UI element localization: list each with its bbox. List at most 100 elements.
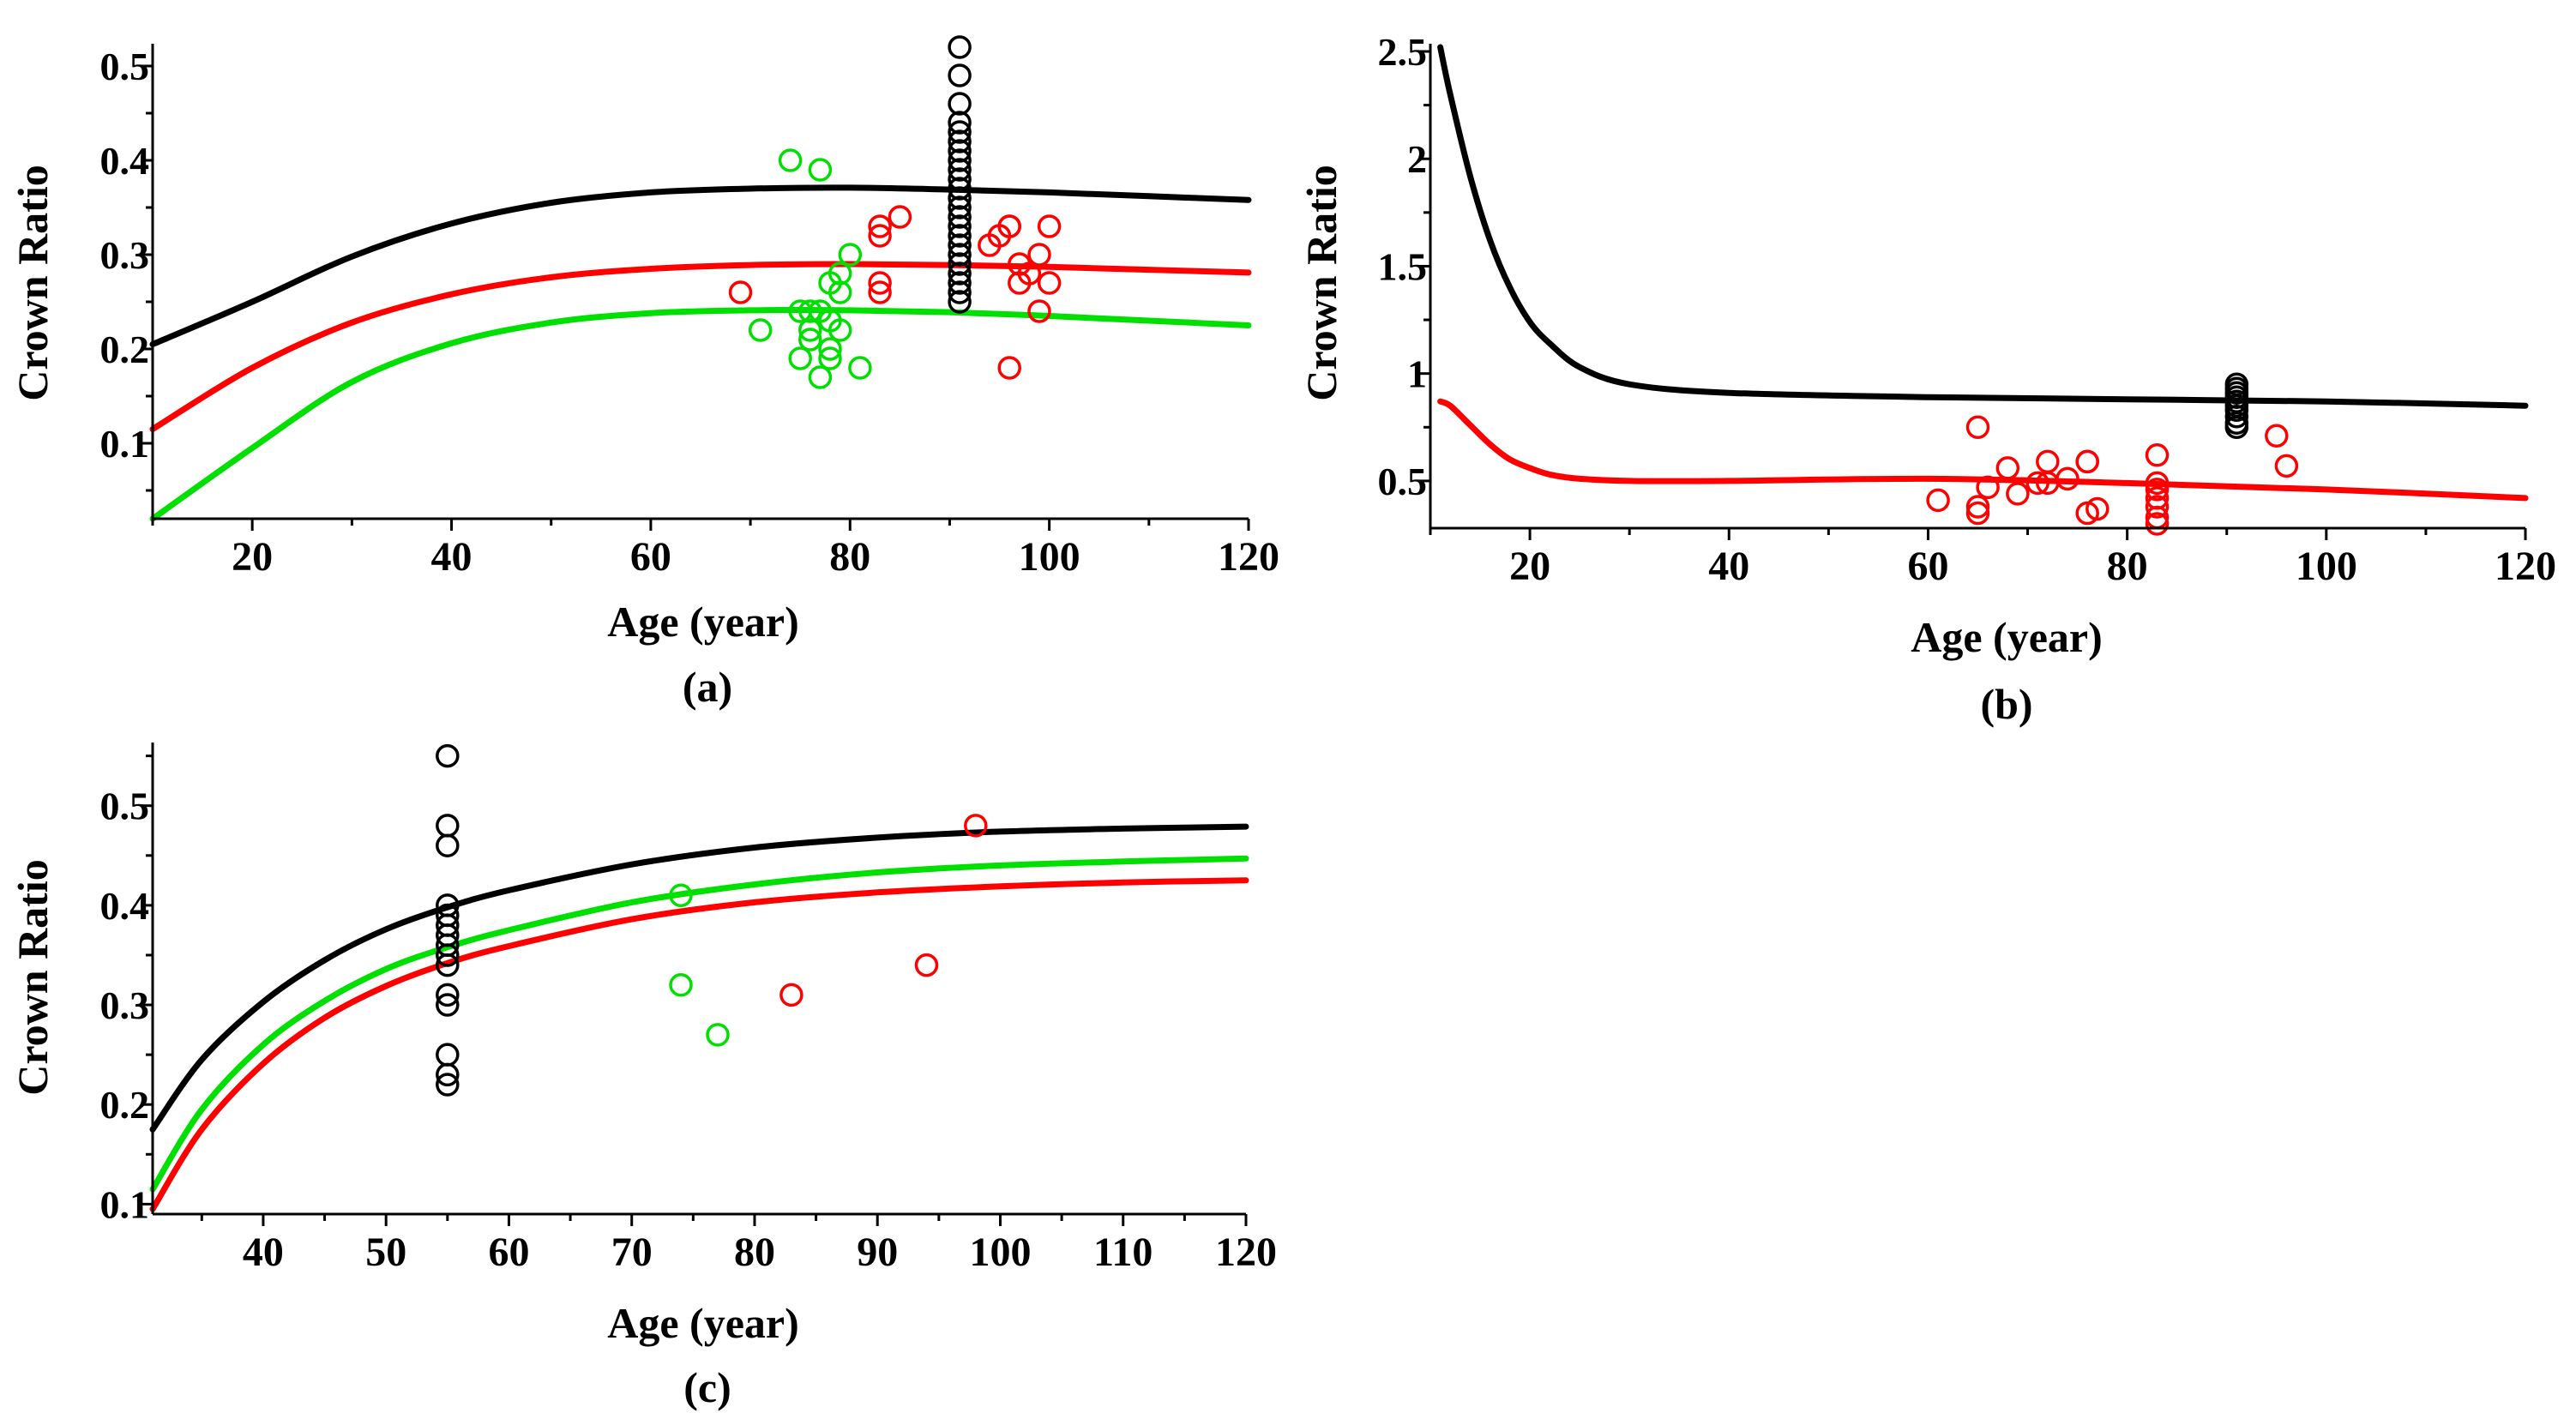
- panel-b-red-point: [1926, 488, 1950, 513]
- panel-c-x-tick-label: 70: [611, 1230, 653, 1275]
- panel-a-black-point: [948, 224, 972, 248]
- panel-a-green-point: [798, 299, 822, 323]
- panel-b-red-point: [2145, 443, 2170, 467]
- panel-a-x-tick-label: 60: [630, 534, 671, 580]
- panel-a-black-point: [948, 139, 972, 163]
- panel-b-red-point: [2274, 454, 2299, 478]
- panel-a-axes: 20 40 60 80 100 120 0.1 0.2 0.3 0.4 0.5: [100, 44, 1279, 580]
- panel-c-points: [436, 743, 988, 1097]
- panel-a: 20 40 60 80 100 120 0.1 0.2 0.3 0.4 0.5 Crown Rati…: [9, 35, 1279, 711]
- panel-a-y-tick-label: 0.1: [100, 422, 150, 466]
- panel-c-x-tick-label: 40: [243, 1230, 284, 1275]
- panel-b-red-point: [1965, 415, 1990, 440]
- panel-b-red-point: [2265, 424, 2289, 448]
- panel-a-black-point: [948, 177, 972, 201]
- panel-a-x-tick-label: 80: [829, 534, 870, 580]
- panel-a-black-curve: [149, 184, 1252, 347]
- panel-a-black-point: [948, 290, 972, 314]
- panel-c-x-tick-label: 100: [969, 1230, 1031, 1275]
- panel-c-y-tick-label: 0.1: [100, 1182, 150, 1226]
- panel-a-black-point: [948, 35, 972, 59]
- panel-a-black-point: [948, 186, 972, 210]
- panel-a-black-point: [948, 233, 972, 257]
- panel-b-y-tick-label: 2: [1407, 137, 1427, 181]
- panel-b-red-point: [2145, 512, 2170, 536]
- panel-b-red-point: [2055, 466, 2079, 491]
- panel-a-red-point: [1008, 271, 1032, 295]
- panel-a-red-point: [868, 280, 892, 304]
- panel-a-x-tick-label: 100: [1019, 534, 1080, 580]
- panel-c-x-tick-label: 120: [1215, 1230, 1277, 1275]
- panel-c-red-point: [964, 814, 988, 838]
- panel-a-red-point: [997, 214, 1021, 238]
- panel-b-y-tick-label: 1.5: [1378, 244, 1428, 288]
- panel-a-black-point: [948, 92, 972, 116]
- panel-b-red-point: [2075, 449, 2099, 474]
- panel-a-green-point: [778, 148, 803, 172]
- panel-a-black-point: [948, 271, 972, 295]
- panel-c-red-point: [779, 983, 803, 1007]
- panel-c-y-tick-label: 0.5: [100, 785, 150, 828]
- panel-b-x-axis-label: Age (year): [1911, 613, 2103, 661]
- panel-c-black-point: [436, 953, 460, 977]
- panel-b-red-point: [2145, 495, 2170, 519]
- panel-a-red-point: [868, 271, 892, 295]
- panel-a-black-point: [948, 214, 972, 238]
- panel-a-green-point: [798, 328, 822, 352]
- panel-a-green-point: [748, 318, 773, 342]
- panel-a-y-tick-label: 0.5: [100, 45, 150, 88]
- panel-c-black-point: [436, 814, 460, 838]
- panel-a-red-point: [868, 214, 892, 238]
- panel-b-x-tick-label: 20: [1509, 544, 1550, 589]
- panel-c-y-tick-label: 0.3: [100, 983, 150, 1027]
- panel-c-y-axis-label: Crown Ratio: [9, 859, 57, 1095]
- panel-b-y-tick-label: 1: [1407, 352, 1427, 396]
- panel-a-y-axis-label: Crown Ratio: [9, 165, 57, 400]
- panel-a-green-point: [818, 337, 842, 361]
- panel-a-green-point: [848, 356, 872, 380]
- panel-b-red-point: [2085, 496, 2110, 521]
- panel-c: 40 50 60 70 80 90 100 110 120 0.1 0.2 0.3 0.4 0.5 Cro…: [9, 743, 1277, 1411]
- panel-a-green-curve: [149, 307, 1252, 522]
- panel-a-red-point: [1037, 271, 1062, 295]
- panel-b-red-point: [2025, 471, 2049, 496]
- panel-c-x-tick-label: 110: [1093, 1230, 1153, 1275]
- panel-a-red-point: [1037, 214, 1062, 238]
- panel-a-green-point: [808, 158, 833, 182]
- panel-a-y-tick-label: 0.2: [100, 328, 150, 371]
- panel-c-green-curve: [149, 855, 1249, 1193]
- panel-c-green-point: [669, 973, 693, 997]
- panel-c-red-point: [914, 953, 939, 977]
- panel-a-red-curve: [149, 261, 1252, 432]
- panel-c-green-point: [706, 1023, 730, 1047]
- panel-b-axes: 20 40 60 80 100 120 0.5 1 1.5 2 2.5: [1378, 30, 2557, 589]
- panel-b-curves: [1437, 44, 2529, 502]
- panel-a-x-tick-label: 120: [1218, 534, 1279, 580]
- panel-a-points: [728, 35, 1062, 389]
- panel-c-black-point: [436, 1043, 460, 1067]
- panel-b-label: (b): [1980, 680, 2032, 728]
- panel-c-y-tick-label: 0.4: [100, 884, 150, 928]
- panel-c-black-point: [436, 983, 460, 1007]
- panel-a-red-point: [1027, 243, 1051, 267]
- panel-b-black-curve: [1437, 44, 2529, 409]
- panel-b-red-point: [1995, 456, 2020, 480]
- panel-a-black-point: [948, 148, 972, 172]
- panel-a-black-point: [948, 195, 972, 219]
- panel-c-x-tick-label: 50: [365, 1230, 406, 1275]
- panel-b-red-point: [1976, 475, 2000, 500]
- panel-c-black-point: [436, 993, 460, 1017]
- panel-c-x-tick-label: 80: [734, 1230, 775, 1275]
- panel-a-x-axis-label: Age (year): [607, 598, 799, 646]
- panel-a-red-point: [728, 280, 753, 304]
- panel-b-x-tick-label: 60: [1907, 544, 1948, 589]
- panel-c-black-point: [436, 1062, 460, 1087]
- panel-a-black-point: [948, 111, 972, 135]
- panel-a-green-point: [808, 365, 833, 389]
- panel-b-y-tick-label: 2.5: [1378, 30, 1428, 74]
- panel-c-curves: [149, 823, 1249, 1212]
- panel-a-red-point: [888, 205, 912, 229]
- panel-c-label: (c): [683, 1363, 731, 1411]
- panel-b-red-curve: [1437, 398, 2529, 502]
- panel-b-red-point: [1965, 495, 1990, 519]
